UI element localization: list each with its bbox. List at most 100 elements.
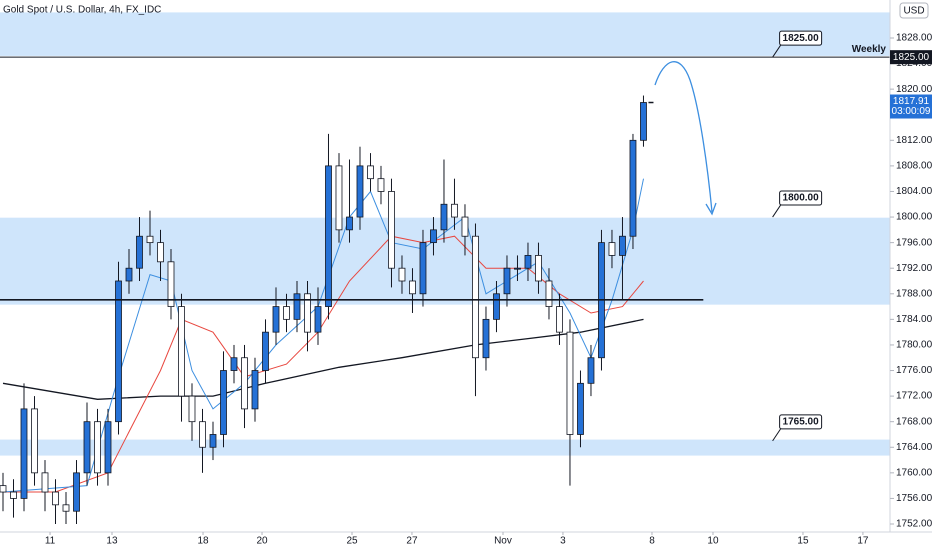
candle-body [367, 165, 374, 180]
candle-body [335, 165, 343, 231]
candle-body [272, 306, 280, 333]
callout-label: 1825.00 [783, 33, 820, 44]
candle-body [52, 491, 59, 506]
zone [0, 217, 890, 305]
candle-body [199, 421, 206, 448]
x-tick-label: 25 [346, 536, 358, 547]
y-tick-label: 1752.00 [896, 519, 932, 530]
zone [0, 12, 890, 56]
candle-body [73, 472, 80, 512]
candle-body [430, 229, 437, 244]
x-tick-label: 10 [707, 536, 719, 547]
candle-body [283, 306, 290, 320]
callout-pointer [772, 428, 782, 442]
price-axis [890, 0, 932, 550]
candle-body [20, 408, 28, 499]
x-tick-label: 17 [857, 536, 869, 547]
candle-body [157, 242, 164, 263]
axis-badge [890, 50, 932, 65]
x-tick-label: 18 [197, 536, 209, 547]
candle-body [251, 370, 259, 410]
y-tick-label: 1772.00 [896, 391, 932, 402]
candle-body [136, 235, 143, 269]
x-tick-label: 27 [406, 536, 418, 547]
candle-body [398, 267, 406, 282]
annotation: Weekly [852, 44, 887, 55]
candle-body [577, 382, 584, 435]
candle-body [167, 261, 175, 307]
y-tick-label: 1756.00 [896, 493, 932, 504]
candle-body [209, 434, 217, 448]
candle-body [178, 306, 185, 397]
candle-body [566, 331, 574, 435]
last-price-label: 1817.91 [893, 96, 930, 107]
candle-body [629, 139, 637, 237]
candle-body [314, 306, 322, 333]
currency: USD [903, 6, 924, 17]
moving-average [2, 178, 644, 493]
y-tick-label: 1768.00 [896, 416, 932, 427]
callout-box [779, 30, 823, 46]
x-tick-label: 15 [797, 536, 809, 547]
y-tick-label: 1788.00 [896, 288, 932, 299]
callout-label: 1765.00 [783, 417, 820, 428]
callout-pointer [772, 204, 782, 218]
candle-body [125, 267, 133, 282]
x-tick-label: 13 [106, 536, 118, 547]
candle-body [493, 293, 500, 320]
candle-body [104, 421, 112, 474]
candle-body [377, 178, 385, 192]
arrow-head [705, 202, 717, 216]
last-price-badge [890, 94, 932, 119]
x-tick-label: 20 [256, 536, 268, 547]
chart-title: Gold Spot / U.S. Dollar, 4h, FX_IDC [3, 5, 161, 16]
candle-body [440, 203, 448, 231]
y-tick-label: 1796.00 [896, 237, 932, 248]
candle-body [419, 242, 427, 295]
y-tick-label: 1800.00 [896, 212, 932, 223]
candle-body [535, 255, 542, 282]
candle-body [472, 235, 479, 359]
axis-layer: 1752.00 1756.00 1760.00 1764.00 1768.00 1772.… [45, 33, 932, 547]
callout-label: 1800.00 [783, 193, 820, 204]
candle-body [503, 267, 511, 295]
candle-body [0, 485, 7, 493]
moving-average [2, 318, 644, 400]
y-tick-label: 1804.00 [896, 186, 932, 197]
candle-body [94, 421, 101, 474]
candle-body [293, 293, 301, 320]
candle-body [451, 203, 458, 218]
y-tick-label: 1760.00 [896, 467, 932, 478]
candle-body [640, 102, 647, 141]
x-tick-label: 11 [45, 536, 56, 547]
y-tick-label: 1776.00 [896, 365, 932, 376]
candle-body [482, 318, 490, 359]
candle-body [325, 165, 332, 307]
candle-body [608, 242, 616, 256]
candle-body [524, 255, 532, 269]
candle-body [220, 370, 227, 435]
x-tick-label: Nov [494, 536, 512, 547]
y-tick-label: 1812.00 [896, 135, 932, 146]
candle-body [346, 216, 353, 231]
currency-badge [899, 2, 929, 19]
y-tick-label: 1828.00 [896, 33, 932, 44]
candle-body [304, 293, 311, 333]
candle-body [31, 408, 38, 474]
y-tick-label: 1820.00 [896, 84, 932, 95]
candle-body [461, 216, 469, 237]
candle-body [587, 357, 595, 384]
candle-body [115, 280, 122, 423]
x-tick-label: 8 [649, 536, 655, 547]
y-tick-label: 1808.00 [896, 161, 932, 172]
candle-body [514, 267, 521, 270]
candle-body [409, 280, 416, 295]
candle-body [146, 235, 154, 244]
candle-body [619, 235, 626, 256]
candle-body [388, 191, 395, 269]
candle-body [83, 421, 91, 474]
callout-pointer [772, 44, 782, 58]
y-tick-label: 1792.00 [896, 263, 932, 274]
plot-area: 1825.00 1800.00 1765.00 Weekly [0, 12, 890, 525]
candle-body [230, 357, 238, 371]
